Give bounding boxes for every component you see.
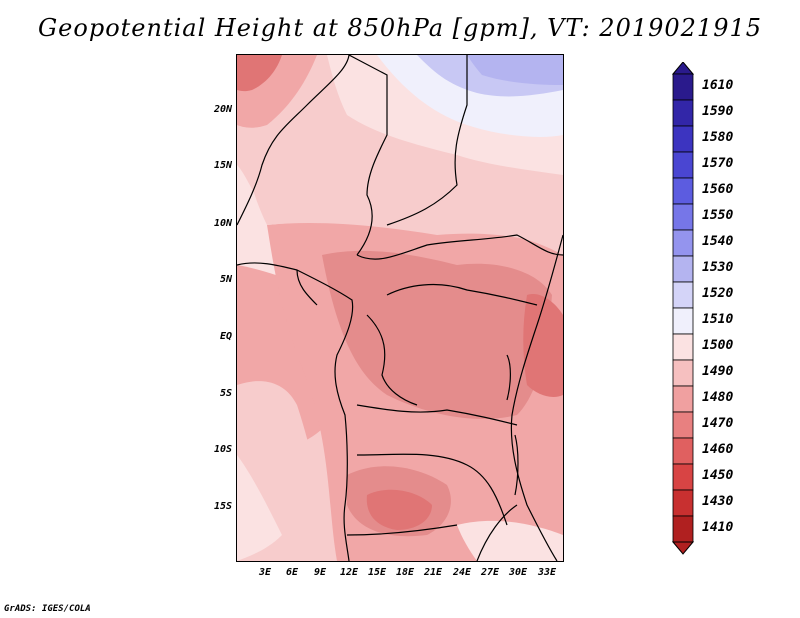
lat-label: 15S	[213, 501, 232, 512]
colorbar-cell	[672, 255, 694, 283]
lon-label: 30E	[508, 567, 528, 578]
colorbar-cell	[672, 463, 694, 491]
border	[348, 55, 388, 256]
border	[356, 234, 563, 260]
field-region	[237, 455, 282, 561]
border	[296, 269, 318, 306]
lat-label: 20N	[213, 104, 232, 115]
colorbar-cell	[672, 151, 694, 179]
colorbar-label: 1610	[702, 78, 734, 93]
colorbar-cell	[672, 359, 694, 387]
border	[386, 283, 538, 306]
colorbar-label: 1590	[702, 104, 734, 119]
lon-label: 6E	[285, 567, 299, 578]
colorbar-cell	[672, 99, 694, 127]
colorbar-bottom-arrow	[672, 541, 694, 555]
colorbar-label: 1560	[702, 182, 734, 197]
colorbar-label: 1490	[702, 364, 734, 379]
map-plot-area	[236, 54, 564, 562]
lon-label: 3E	[258, 567, 272, 578]
field-region	[523, 294, 563, 397]
colorbar-cell	[672, 437, 694, 465]
lat-label: 10S	[213, 444, 232, 455]
coastlines	[237, 55, 563, 561]
coastline	[510, 234, 563, 561]
border	[476, 504, 518, 561]
colorbar-label: 1480	[702, 390, 734, 405]
lat-label: EQ	[219, 331, 232, 342]
lon-label: 21E	[423, 567, 443, 578]
lon-label: 33E	[537, 567, 557, 578]
lake	[506, 354, 519, 496]
lat-label: 5S	[219, 388, 232, 399]
field-region	[237, 55, 282, 92]
colorbar-cell	[672, 177, 694, 205]
border	[356, 453, 508, 526]
field-region	[366, 489, 432, 530]
lon-label: 15E	[367, 567, 387, 578]
colorbar-cell	[672, 125, 694, 153]
border	[366, 314, 418, 406]
field-region	[322, 250, 552, 419]
border	[356, 404, 518, 426]
colorbar	[672, 62, 694, 555]
field-region	[467, 55, 563, 85]
colorbar-cell	[672, 333, 694, 361]
colorbar-cell	[672, 515, 694, 543]
colorbar-label: 1460	[702, 442, 734, 457]
colorbar-cell	[672, 489, 694, 517]
colorbar-cell	[672, 307, 694, 335]
colorbar-top-arrow	[672, 62, 694, 75]
lon-label: 12E	[339, 567, 359, 578]
field-region	[457, 520, 563, 561]
colorbar-label: 1410	[702, 520, 734, 535]
colorbar-label: 1530	[702, 260, 734, 275]
lon-label: 27E	[480, 567, 500, 578]
colorbar-label: 1500	[702, 338, 734, 353]
colorbar-label: 1510	[702, 312, 734, 327]
border	[386, 55, 468, 226]
colorbar-label: 1550	[702, 208, 734, 223]
border	[346, 524, 458, 536]
colorbar-label: 1520	[702, 286, 734, 301]
lon-label: 18E	[395, 567, 415, 578]
map-title: Geopotential Height at 850hPa [gpm], VT:…	[38, 14, 762, 42]
lon-label: 24E	[452, 567, 472, 578]
colorbar-cell	[672, 411, 694, 439]
field-region	[237, 115, 563, 255]
colorbar-label: 1430	[702, 494, 734, 509]
lon-label: 9E	[313, 567, 327, 578]
colorbar-label: 1580	[702, 130, 734, 145]
colorbar-cell	[672, 385, 694, 413]
map-svg	[237, 55, 563, 561]
lat-label: 5N	[219, 274, 232, 285]
colorbar-label: 1540	[702, 234, 734, 249]
colorbar-label: 1570	[702, 156, 734, 171]
lat-label: 10N	[213, 218, 232, 229]
colorbar-cell	[672, 203, 694, 231]
colorbar-cell	[672, 281, 694, 309]
credit-text: GrADS: IGES/COLA	[4, 604, 91, 614]
coastline	[237, 55, 350, 226]
lat-label: 15N	[213, 160, 232, 171]
colorbar-cell	[672, 73, 694, 101]
colorbar-legend: 1610 1590 1580 1570 1560 1550 1540 1530 1520 1510…	[672, 62, 800, 562]
colorbar-label: 1450	[702, 468, 734, 483]
colorbar-label: 1470	[702, 416, 734, 431]
colorbar-cell	[672, 229, 694, 257]
